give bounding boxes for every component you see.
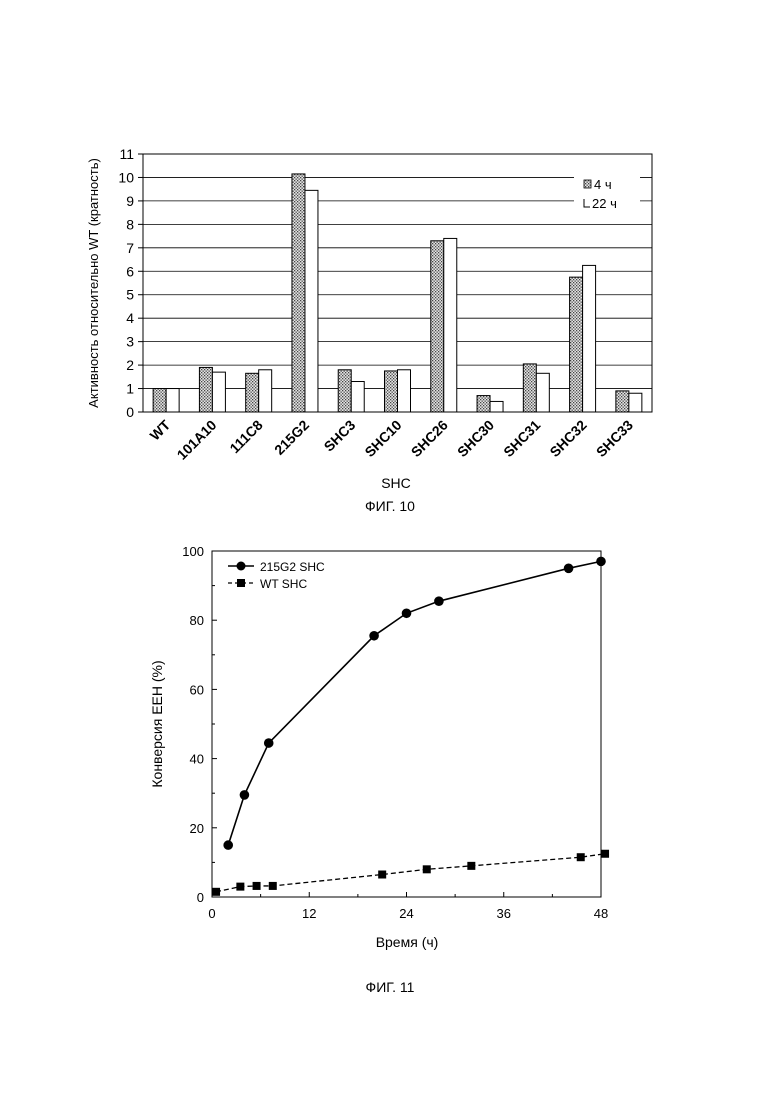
bar-4h-shc30 (477, 396, 490, 412)
legend-marker-wt (237, 579, 245, 587)
bar-4h-shc3 (338, 370, 351, 412)
bar-x-tick-label: SHC32 (546, 417, 589, 460)
line-y-tick-label: 40 (190, 752, 204, 767)
line-x-axis-label: Время (ч) (376, 934, 439, 950)
bar-22h-shc31 (536, 373, 549, 412)
bar-x-tick-label: WT (147, 416, 174, 443)
line-legend: 215G2 SHC WT SHC (228, 560, 325, 591)
bar-22h-101a10 (212, 372, 225, 412)
bar-x-tick-label: SHC26 (408, 417, 451, 460)
line-x-tick-label: 24 (399, 906, 413, 921)
point-215g2 (564, 564, 574, 574)
bar-legend: 4 ч 22 ч (574, 174, 640, 212)
line-x-tick-label: 0 (208, 906, 215, 921)
line-y-tick-label: 80 (190, 613, 204, 628)
line-y-axis-label: Конверсия EEH (%) (149, 660, 165, 787)
bar-22h-shc32 (583, 265, 596, 412)
bar-4h-shc33 (616, 391, 629, 412)
legend-swatch-4h (584, 180, 591, 188)
point-wt (378, 871, 386, 879)
point-215g2 (434, 596, 444, 606)
line-x-tick-label: 12 (302, 906, 316, 921)
point-215g2 (223, 840, 233, 850)
point-215g2 (402, 608, 412, 618)
line-x-tick-label: 48 (594, 906, 608, 921)
bar-y-tick-labels: 0 1 2 3 4 5 6 7 8 9 10 11 (118, 146, 143, 420)
bar-x-tick-label: SHC10 (361, 417, 404, 460)
fig10-caption: ФИГ. 10 (365, 498, 415, 514)
line-y-tick-label: 100 (182, 544, 204, 559)
bar-y-tick-label: 5 (126, 287, 134, 303)
line-series (212, 557, 609, 896)
bar-chart: 01234567891011 WT101A10111C8215G2SHC3SHC… (86, 146, 652, 514)
legend-label-wt: WT SHC (260, 577, 307, 591)
bar-y-tick-label: 10 (118, 169, 134, 185)
bar-4h-shc32 (570, 277, 583, 412)
point-wt (423, 865, 431, 873)
line-y-tick-label: 0 (197, 890, 204, 905)
point-wt (269, 882, 277, 890)
legend-label-215g2: 215G2 SHC (260, 560, 325, 574)
bar-x-tick-label: SHC33 (593, 417, 636, 460)
point-wt (236, 883, 244, 891)
bar-4h-wt (153, 389, 166, 412)
point-wt (253, 882, 261, 890)
point-wt (601, 850, 609, 858)
bar-y-axis-label: Активность относительно WT (кратность) (86, 158, 101, 408)
point-wt (577, 853, 585, 861)
line-y-tick-label: 20 (190, 821, 204, 836)
point-wt (467, 862, 475, 870)
bar-y-tick-label: 9 (126, 193, 134, 209)
legend-label-4h: 4 ч (594, 177, 612, 192)
bar-22h-shc26 (444, 238, 457, 412)
bar-series (153, 174, 642, 412)
legend-marker-215g2 (237, 562, 246, 571)
bar-x-tick-labels: WT101A10111C8215G2SHC3SHC10SHC26SHC30SHC… (147, 416, 637, 462)
bar-y-tick-label: 6 (126, 263, 134, 279)
bar-4h-shc10 (385, 371, 398, 412)
bar-22h-shc3 (351, 382, 364, 412)
bar-x-tick-label: 111C8 (226, 417, 266, 457)
bar-y-tick-label: 4 (126, 310, 134, 326)
bar-y-tick-label: 11 (119, 146, 134, 162)
bar-x-tick-label: SHC31 (500, 417, 543, 460)
bar-x-tick-label: SHC30 (454, 417, 497, 460)
fig11-caption: ФИГ. 11 (366, 979, 415, 995)
bar-x-tick-label: 101A10 (174, 417, 220, 463)
point-215g2 (369, 631, 379, 641)
bar-x-tick-label: SHC3 (321, 417, 359, 455)
point-215g2 (596, 557, 606, 567)
bar-22h-shc33 (629, 393, 642, 412)
bar-22h-shc30 (490, 401, 503, 412)
bar-22h-wt (166, 389, 179, 412)
point-wt (212, 888, 220, 896)
line-y-tick-label: 60 (190, 682, 204, 697)
bar-22h-111c8 (259, 370, 272, 412)
bar-x-axis-label: SHC (381, 475, 411, 491)
line-plot-frame (212, 551, 601, 897)
line-chart: 0 20 40 60 80 100 0 12 24 36 48 215G2 SHC WT SHC К… (149, 544, 609, 995)
bar-4h-111c8 (246, 373, 259, 412)
series-line-215g2 (228, 561, 601, 845)
line-x-tick-label: 36 (497, 906, 511, 921)
figure-canvas: 01234567891011 WT101A10111C8215G2SHC3SHC… (0, 0, 780, 1103)
bar-4h-shc26 (431, 241, 444, 412)
point-215g2 (264, 738, 274, 748)
bar-22h-215g2 (305, 190, 318, 412)
bar-22h-shc10 (398, 370, 411, 412)
legend-label-22h: 22 ч (592, 196, 617, 211)
bar-4h-shc31 (523, 364, 536, 412)
bar-y-tick-label: 3 (126, 334, 134, 350)
bar-y-tick-label: 1 (126, 381, 134, 397)
bar-y-tick-label: 0 (126, 404, 134, 420)
bar-4h-215g2 (292, 174, 305, 412)
line-ticks: 0 20 40 60 80 100 0 12 24 36 48 (182, 544, 608, 921)
bar-y-tick-label: 8 (126, 216, 134, 232)
bar-y-tick-label: 2 (126, 357, 134, 373)
bar-4h-101a10 (199, 367, 212, 412)
point-215g2 (240, 790, 250, 800)
bar-y-tick-label: 7 (126, 240, 134, 256)
bar-x-tick-label: 215G2 (271, 417, 312, 458)
